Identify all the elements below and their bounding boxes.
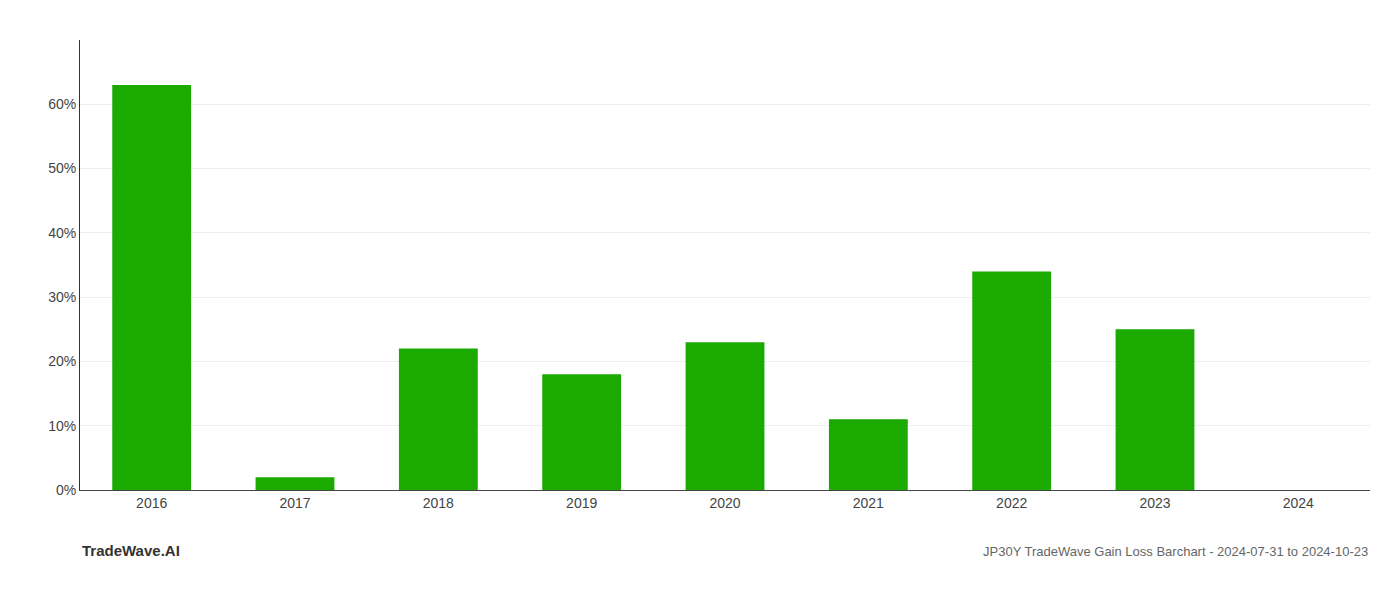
- svg-text:2019: 2019: [566, 495, 597, 511]
- svg-text:2016: 2016: [136, 495, 167, 511]
- svg-text:TradeWave.AI: TradeWave.AI: [82, 542, 180, 559]
- svg-text:2018: 2018: [423, 495, 454, 511]
- svg-text:2023: 2023: [1139, 495, 1170, 511]
- svg-text:0%: 0%: [56, 482, 76, 498]
- svg-text:60%: 60%: [48, 96, 76, 112]
- svg-text:2017: 2017: [279, 495, 310, 511]
- svg-text:2024: 2024: [1283, 495, 1314, 511]
- svg-text:2022: 2022: [996, 495, 1027, 511]
- svg-text:20%: 20%: [48, 353, 76, 369]
- svg-text:JP30Y TradeWave Gain Loss Barc: JP30Y TradeWave Gain Loss Barchart - 202…: [983, 544, 1368, 559]
- svg-text:50%: 50%: [48, 160, 76, 176]
- svg-text:2021: 2021: [853, 495, 884, 511]
- svg-text:40%: 40%: [48, 225, 76, 241]
- svg-text:30%: 30%: [48, 289, 76, 305]
- svg-text:2020: 2020: [709, 495, 740, 511]
- svg-text:10%: 10%: [48, 418, 76, 434]
